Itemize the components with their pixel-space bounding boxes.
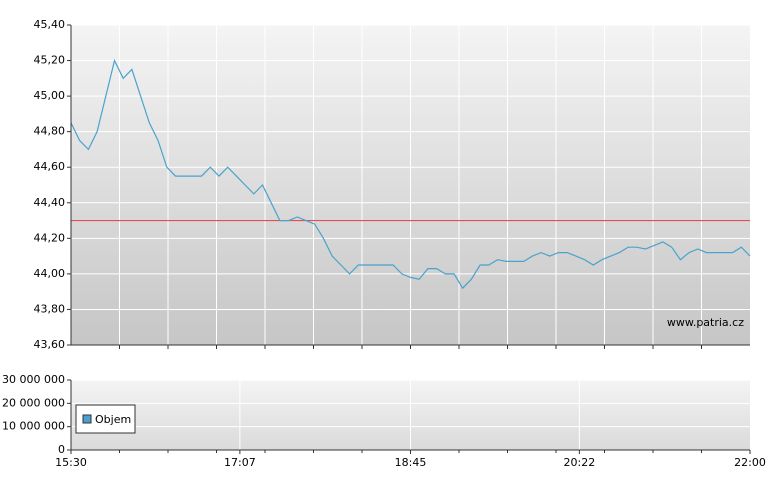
legend-swatch — [82, 414, 92, 424]
y-tick-label: 43,60 — [34, 338, 66, 351]
y-tick-label: 30 000 000 — [2, 373, 65, 386]
y-tick-label: 0 — [58, 443, 65, 456]
y-tick-label: 45,00 — [34, 89, 66, 102]
y-tick-label: 20 000 000 — [2, 396, 65, 409]
legend-label: Objem — [95, 413, 131, 426]
x-tick-label: 18:45 — [395, 456, 427, 469]
y-tick-label: 44,20 — [34, 231, 66, 244]
x-tick-label: 17:07 — [224, 456, 256, 469]
y-tick-label: 44,80 — [34, 125, 66, 138]
y-tick-label: 44,60 — [34, 160, 66, 173]
y-tick-label: 45,20 — [34, 54, 66, 67]
y-tick-label: 45,40 — [34, 18, 66, 31]
y-tick-label: 43,80 — [34, 302, 66, 315]
x-tick-label: 22:00 — [734, 456, 766, 469]
price-line — [70, 58, 751, 290]
y-tick-label: 44,00 — [34, 267, 66, 280]
y-tick-label: 44,40 — [34, 196, 66, 209]
y-tick-label: 10 000 000 — [2, 420, 65, 433]
watermark: www.patria.cz — [667, 316, 744, 329]
x-tick-label: 15:30 — [55, 456, 87, 469]
x-tick-label: 20:22 — [564, 456, 596, 469]
